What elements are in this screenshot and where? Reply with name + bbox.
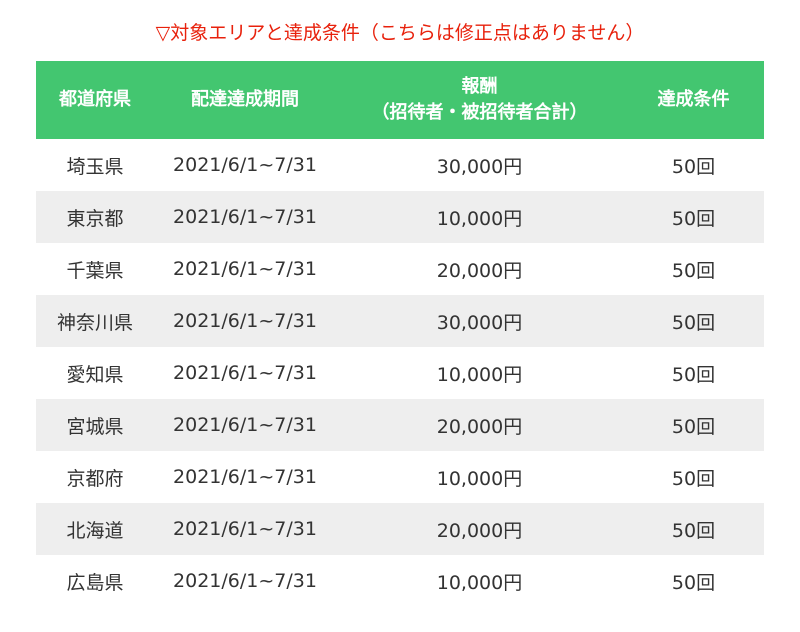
header-prefecture: 都道府県 [36,61,154,139]
table-row: 千葉県 2021/6/1~7/31 20,000円 50回 [36,243,764,295]
cell-period: 2021/6/1~7/31 [154,555,336,607]
cell-condition: 50回 [623,191,764,243]
cell-period: 2021/6/1~7/31 [154,139,336,191]
table-row: 北海道 2021/6/1~7/31 20,000円 50回 [36,503,764,555]
cell-period: 2021/6/1~7/31 [154,399,336,451]
cell-reward: 10,000円 [336,555,623,607]
cell-period: 2021/6/1~7/31 [154,191,336,243]
reward-table: 都道府県 配達達成期間 報酬 （招待者・被招待者合計） 達成条件 埼玉県 2021… [36,61,764,607]
cell-reward: 20,000円 [336,243,623,295]
table-row: 埼玉県 2021/6/1~7/31 30,000円 50回 [36,139,764,191]
header-reward-title: 報酬 [461,76,498,97]
cell-reward: 30,000円 [336,139,623,191]
cell-prefecture: 京都府 [36,451,154,503]
cell-condition: 50回 [623,243,764,295]
cell-period: 2021/6/1~7/31 [154,347,336,399]
cell-period: 2021/6/1~7/31 [154,243,336,295]
cell-prefecture: 千葉県 [36,243,154,295]
table-row: 愛知県 2021/6/1~7/31 10,000円 50回 [36,347,764,399]
cell-prefecture: 北海道 [36,503,154,555]
cell-condition: 50回 [623,503,764,555]
table-row: 京都府 2021/6/1~7/31 10,000円 50回 [36,451,764,503]
header-period: 配達達成期間 [154,61,336,139]
header-reward: 報酬 （招待者・被招待者合計） [336,61,623,139]
header-condition: 達成条件 [623,61,764,139]
cell-condition: 50回 [623,139,764,191]
table-row: 広島県 2021/6/1~7/31 10,000円 50回 [36,555,764,607]
cell-condition: 50回 [623,347,764,399]
cell-prefecture: 宮城県 [36,399,154,451]
cell-prefecture: 愛知県 [36,347,154,399]
table-caption: ▽対象エリアと達成条件（こちらは修正点はありません） [155,22,645,44]
cell-prefecture: 広島県 [36,555,154,607]
cell-period: 2021/6/1~7/31 [154,503,336,555]
table-row: 神奈川県 2021/6/1~7/31 30,000円 50回 [36,295,764,347]
cell-condition: 50回 [623,451,764,503]
cell-prefecture: 埼玉県 [36,139,154,191]
cell-reward: 10,000円 [336,451,623,503]
header-reward-note: （招待者・被招待者合計） [371,102,588,123]
cell-condition: 50回 [623,399,764,451]
cell-condition: 50回 [623,295,764,347]
cell-condition: 50回 [623,555,764,607]
cell-reward: 30,000円 [336,295,623,347]
cell-period: 2021/6/1~7/31 [154,295,336,347]
table-row: 宮城県 2021/6/1~7/31 20,000円 50回 [36,399,764,451]
cell-reward: 10,000円 [336,347,623,399]
table-header-row: 都道府県 配達達成期間 報酬 （招待者・被招待者合計） 達成条件 [36,61,764,139]
cell-prefecture: 東京都 [36,191,154,243]
cell-reward: 10,000円 [336,191,623,243]
cell-prefecture: 神奈川県 [36,295,154,347]
table-row: 東京都 2021/6/1~7/31 10,000円 50回 [36,191,764,243]
table-body: 埼玉県 2021/6/1~7/31 30,000円 50回 東京都 2021/6/1~7/… [36,139,764,607]
cell-period: 2021/6/1~7/31 [154,451,336,503]
cell-reward: 20,000円 [336,503,623,555]
cell-reward: 20,000円 [336,399,623,451]
